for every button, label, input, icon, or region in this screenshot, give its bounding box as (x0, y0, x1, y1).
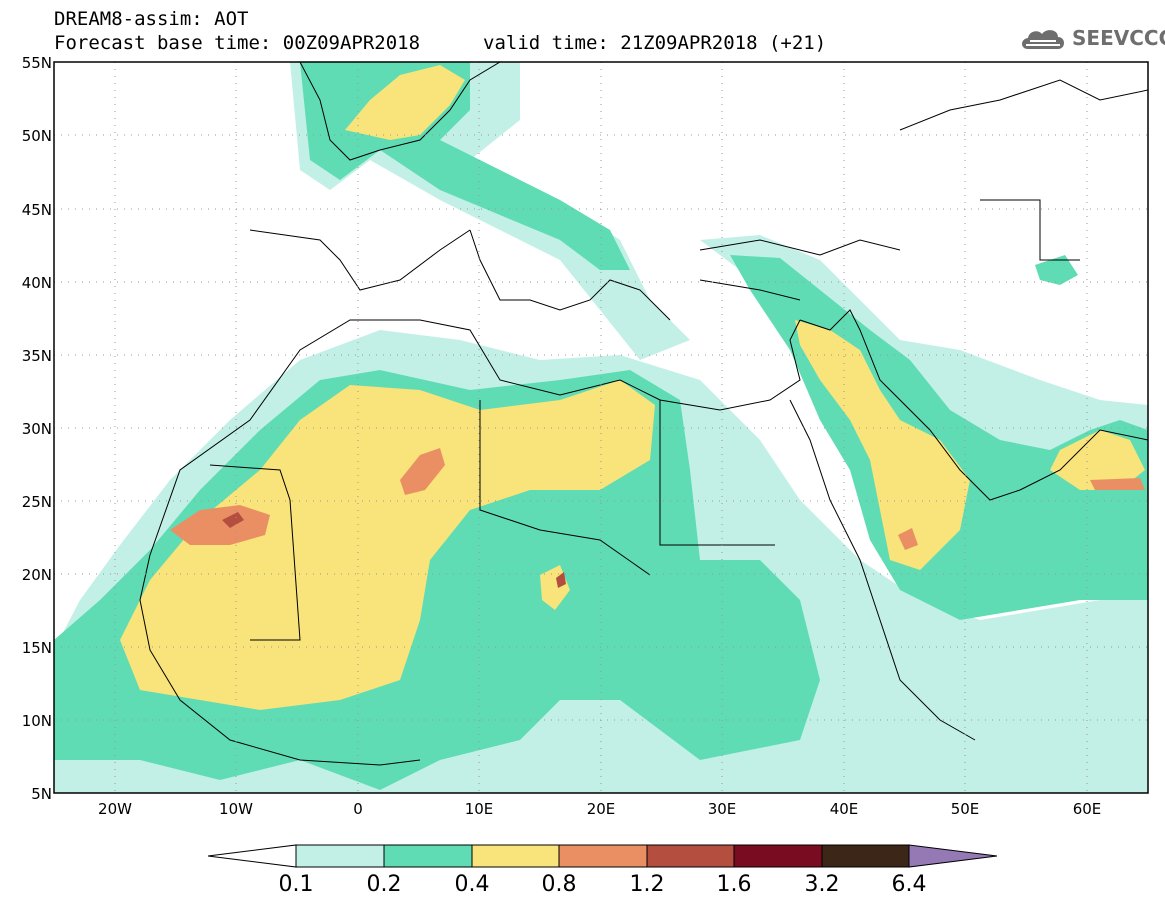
lon-label: 10W (219, 800, 253, 818)
aot-region-0.4 (795, 320, 970, 570)
logo-text: SEEVCCC (1072, 26, 1165, 50)
aot-region-1.2 (222, 512, 244, 528)
lat-label: 55N (21, 54, 52, 72)
coastlines (139, 62, 1148, 766)
colorbar-label: 6.4 (891, 872, 927, 897)
lon-label: 40E (829, 800, 859, 818)
base-time: Forecast base time: 00Z09APR2018 (54, 32, 421, 54)
seevccc-logo: SEEVCCC (1018, 22, 1165, 54)
aot-region-0.8 (170, 505, 270, 545)
lat-label: 45N (21, 201, 52, 219)
colorbar-label: 0.2 (366, 872, 402, 897)
valid-time: valid time: 21Z09APR2018 (+21) (483, 32, 827, 54)
dust-field (54, 62, 1148, 793)
lat-label: 40N (21, 274, 52, 292)
colorbar-label: 0.8 (541, 872, 577, 897)
aot-region-0.4 (1050, 430, 1145, 490)
lat-label: 15N (21, 639, 52, 657)
lon-label: 20E (586, 800, 616, 818)
colorbar-label: 1.6 (716, 872, 752, 897)
lat-label: 5N (31, 785, 52, 803)
colorbar-label: 1.2 (629, 872, 665, 897)
lon-label: 30E (707, 800, 737, 818)
aot-region-0.8 (1090, 478, 1145, 490)
lat-label: 30N (21, 420, 52, 438)
colorbar-label: 3.2 (804, 872, 840, 897)
cloud-icon (1022, 30, 1064, 49)
colorbar (207, 844, 998, 868)
aot-region-0.8 (400, 448, 445, 495)
aot-region-0.4 (345, 65, 465, 140)
map-title: DREAM8-assim: AOT (54, 8, 249, 30)
map-frame (53, 61, 1149, 794)
lon-label: 50E (950, 800, 980, 818)
lat-label: 50N (21, 127, 52, 145)
lon-label: 0 (353, 800, 363, 818)
aot-region-0.4 (120, 380, 655, 710)
graticule (54, 62, 1148, 793)
lon-label: 20W (98, 800, 132, 818)
lat-label: 10N (21, 712, 52, 730)
lon-label: 10E (464, 800, 494, 818)
aot-region-0.2 (1035, 255, 1078, 285)
aot-region-0.8 (898, 528, 918, 550)
lat-label: 25N (21, 493, 52, 511)
colorbar-label: 0.4 (454, 872, 490, 897)
aot-region-0.2 (300, 62, 630, 270)
lon-label: 60E (1072, 800, 1102, 818)
aot-region-1.2 (556, 572, 566, 588)
lat-label: 35N (21, 347, 52, 365)
lat-label: 20N (21, 566, 52, 584)
colorbar-label: 0.1 (278, 872, 314, 897)
